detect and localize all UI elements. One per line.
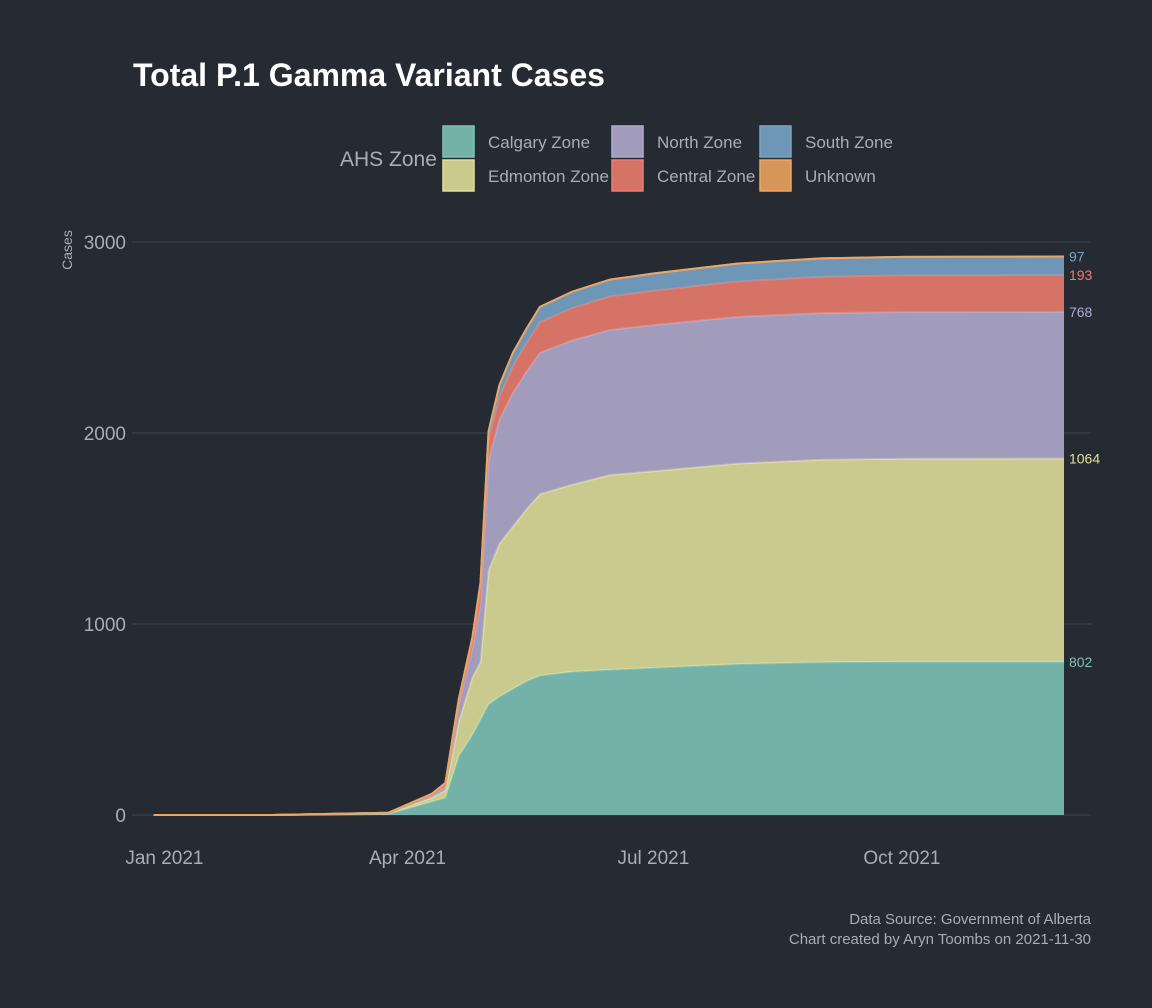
legend-label-calgary-zone: Calgary Zone bbox=[488, 133, 590, 152]
end-labels: 802 1064 768 193 97 bbox=[1069, 249, 1100, 670]
area-series bbox=[153, 255, 1065, 816]
legend-label-south-zone: South Zone bbox=[805, 133, 893, 152]
legend-swatch-south-zone bbox=[759, 125, 792, 158]
y-tick-label: 0 bbox=[115, 806, 126, 827]
legend-label-edmonton-zone: Edmonton Zone bbox=[488, 167, 609, 186]
legend-swatch-north-zone bbox=[611, 125, 644, 158]
legend-swatch-edmonton-zone bbox=[442, 159, 475, 192]
area-north-zone bbox=[153, 311, 1065, 815]
area-edge-unknown bbox=[153, 255, 1065, 816]
caption-credit: Chart created by Aryn Toombs on 2021-11-… bbox=[789, 931, 1091, 948]
x-tick-label: Oct 2021 bbox=[863, 848, 940, 869]
y-tick-label: 1000 bbox=[84, 615, 126, 636]
axes: 0 1000 2000 3000 Jan 2021 Apr 2021 Jul 2021 Oct… bbox=[84, 233, 941, 869]
end-label-south-zone: 97 bbox=[1069, 249, 1085, 265]
legend-label-central-zone: Central Zone bbox=[657, 167, 755, 186]
end-label-north-zone: 768 bbox=[1069, 304, 1093, 320]
caption-source: Data Source: Government of Alberta bbox=[849, 911, 1091, 928]
x-tick-label: Apr 2021 bbox=[369, 848, 446, 869]
legend-label-north-zone: North Zone bbox=[657, 133, 742, 152]
chart-title: Total P.1 Gamma Variant Cases bbox=[133, 57, 605, 93]
legend-swatch-central-zone bbox=[611, 159, 644, 192]
legend-label-unknown: Unknown bbox=[805, 167, 876, 186]
area-edmonton-zone bbox=[153, 458, 1065, 815]
legend-swatch-calgary-zone bbox=[442, 125, 475, 158]
y-tick-label: 3000 bbox=[84, 233, 126, 254]
legend: AHS Zone Calgary Zone Edmonton Zone North … bbox=[340, 125, 893, 192]
x-tick-label: Jan 2021 bbox=[125, 848, 203, 869]
y-tick-label: 2000 bbox=[84, 424, 126, 445]
end-label-edmonton-zone: 1064 bbox=[1069, 451, 1100, 467]
x-tick-label: Jul 2021 bbox=[617, 848, 689, 869]
end-label-calgary-zone: 802 bbox=[1069, 654, 1093, 670]
y-axis-label: Cases bbox=[59, 230, 75, 270]
area-calgary-zone bbox=[153, 661, 1065, 815]
end-label-central-zone: 193 bbox=[1069, 267, 1093, 283]
legend-swatch-unknown bbox=[759, 159, 792, 192]
legend-title: AHS Zone bbox=[340, 148, 437, 171]
